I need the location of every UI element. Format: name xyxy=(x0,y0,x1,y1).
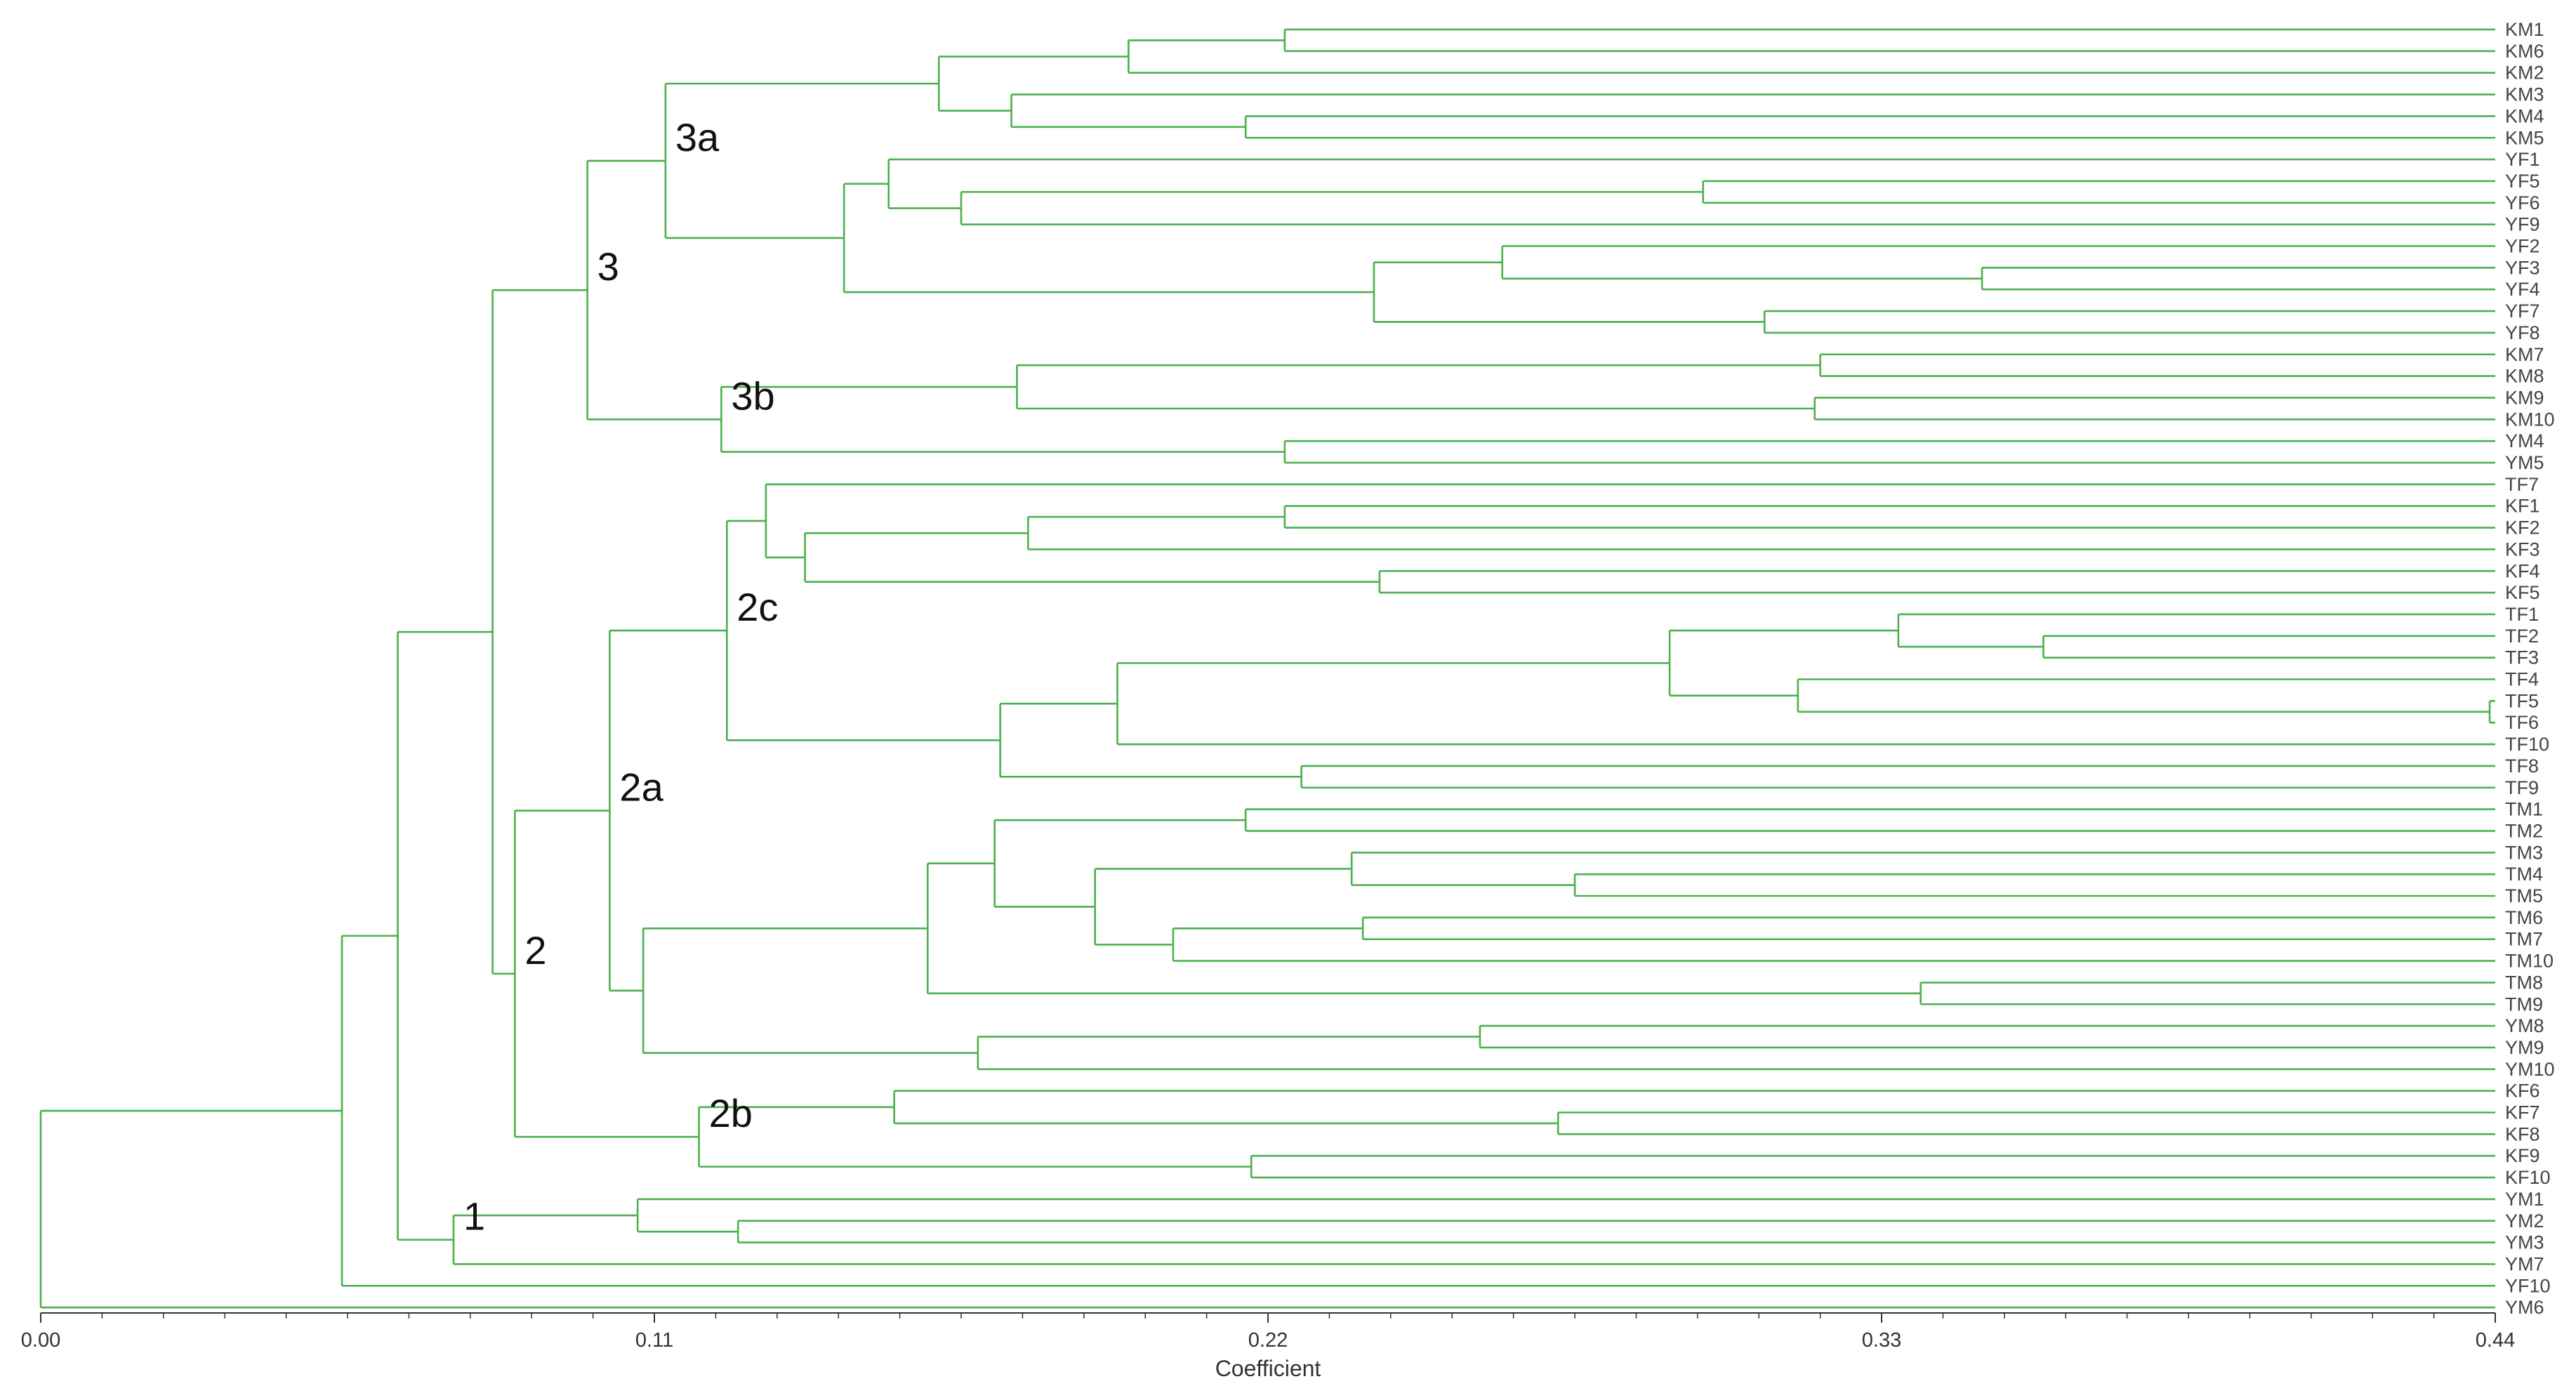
leaf-label-yf1: YF1 xyxy=(2505,149,2540,170)
leaf-label-tm3: TM3 xyxy=(2505,842,2543,863)
leaf-label-yf3: YF3 xyxy=(2505,257,2540,278)
leaf-label-tf10: TF10 xyxy=(2505,734,2549,755)
leaf-label-ym10: YM10 xyxy=(2505,1059,2555,1080)
leaf-label-km5: KM5 xyxy=(2505,127,2544,148)
leaf-label-kf3: KF3 xyxy=(2505,539,2540,560)
cluster-labels: 3a 3 3b 2c 2a 2 2b 1 xyxy=(463,115,778,1239)
x-axis: 0.00 0.11 0.22 0.33 0.44 xyxy=(21,1312,2515,1352)
leaf-label-km6: KM6 xyxy=(2505,41,2544,62)
leaf-label-tm1: TM1 xyxy=(2505,799,2543,820)
leaf-label-yf4: YF4 xyxy=(2505,279,2540,300)
leaf-label-km8: KM8 xyxy=(2505,366,2544,387)
leaf-label-yf7: YF7 xyxy=(2505,301,2540,322)
leaf-label-tm2: TM2 xyxy=(2505,820,2543,841)
dendrogram-branches xyxy=(39,28,2495,1309)
leaf-label-km3: KM3 xyxy=(2505,84,2544,105)
leaf-labels: KM1KM6KM2KM3KM4KM5YF1YF5YF6YF9YF2YF3YF4Y… xyxy=(2505,19,2555,1318)
leaf-label-kf7: KF7 xyxy=(2505,1102,2540,1123)
x-tick-label-0-11: 0.11 xyxy=(635,1329,673,1352)
cluster-label-3b: 3b xyxy=(731,374,774,418)
cluster-label-2a: 2a xyxy=(619,765,663,810)
leaf-label-yf9: YF9 xyxy=(2505,214,2540,235)
leaf-label-kf9: KF9 xyxy=(2505,1145,2540,1166)
cluster-label-3: 3 xyxy=(597,244,619,289)
leaf-label-tm9: TM9 xyxy=(2505,993,2543,1015)
leaf-label-kf2: KF2 xyxy=(2505,517,2540,539)
leaf-label-tf2: TF2 xyxy=(2505,626,2539,647)
leaf-label-tm10: TM10 xyxy=(2505,951,2554,972)
cluster-label-2b: 2b xyxy=(709,1091,753,1135)
cluster-label-2c: 2c xyxy=(737,585,778,629)
leaf-label-tf1: TF1 xyxy=(2505,604,2539,625)
leaf-label-tm5: TM5 xyxy=(2505,885,2543,906)
leaf-label-km2: KM2 xyxy=(2505,62,2544,84)
leaf-label-yf5: YF5 xyxy=(2505,171,2540,192)
leaf-label-yf6: YF6 xyxy=(2505,192,2540,213)
leaf-label-tm7: TM7 xyxy=(2505,929,2543,950)
cluster-label-1: 1 xyxy=(463,1194,485,1239)
x-tick-label-0-33: 0.33 xyxy=(1862,1329,1901,1352)
cluster-label-2: 2 xyxy=(524,928,546,972)
leaf-label-yf8: YF8 xyxy=(2505,322,2540,343)
leaf-label-ym7: YM7 xyxy=(2505,1253,2544,1274)
leaf-label-km1: KM1 xyxy=(2505,19,2544,40)
leaf-label-kf5: KF5 xyxy=(2505,582,2540,603)
cluster-label-3a: 3a xyxy=(675,115,720,159)
x-tick-label-0-00: 0.00 xyxy=(21,1329,60,1352)
leaf-label-kf1: KF1 xyxy=(2505,496,2540,517)
leaf-label-tm4: TM4 xyxy=(2505,864,2543,885)
leaf-label-ym1: YM1 xyxy=(2505,1189,2544,1210)
leaf-label-ym9: YM9 xyxy=(2505,1037,2544,1058)
leaf-label-yf2: YF2 xyxy=(2505,236,2540,257)
leaf-label-km4: KM4 xyxy=(2505,105,2544,126)
leaf-label-km10: KM10 xyxy=(2505,409,2555,430)
x-tick-label-0-22: 0.22 xyxy=(1248,1329,1288,1352)
leaf-label-kf4: KF4 xyxy=(2505,560,2540,581)
leaf-label-tf5: TF5 xyxy=(2505,690,2539,711)
leaf-label-km9: KM9 xyxy=(2505,387,2544,408)
leaf-label-ym2: YM2 xyxy=(2505,1210,2544,1232)
leaf-label-tf4: TF4 xyxy=(2505,669,2539,690)
leaf-label-tf3: TF3 xyxy=(2505,647,2539,668)
leaf-label-tf8: TF8 xyxy=(2505,755,2539,777)
leaf-label-ym8: YM8 xyxy=(2505,1015,2544,1036)
leaf-label-ym3: YM3 xyxy=(2505,1232,2544,1253)
leaf-label-tf7: TF7 xyxy=(2505,474,2539,495)
leaf-label-yf10: YF10 xyxy=(2505,1275,2551,1296)
leaf-label-ym6: YM6 xyxy=(2505,1297,2544,1318)
leaf-label-kf10: KF10 xyxy=(2505,1167,2551,1188)
leaf-label-kf6: KF6 xyxy=(2505,1081,2540,1102)
leaf-label-tm8: TM8 xyxy=(2505,972,2543,993)
leaf-label-tf9: TF9 xyxy=(2505,777,2539,798)
leaf-label-tm6: TM6 xyxy=(2505,907,2543,928)
leaf-label-kf8: KF8 xyxy=(2505,1123,2540,1144)
leaf-label-ym4: YM4 xyxy=(2505,430,2544,451)
x-tick-label-0-44: 0.44 xyxy=(2476,1329,2515,1352)
leaf-label-ym5: YM5 xyxy=(2505,452,2544,473)
leaf-label-km7: KM7 xyxy=(2505,344,2544,365)
leaf-label-tf6: TF6 xyxy=(2505,712,2539,733)
x-axis-title: Coefficient xyxy=(1215,1356,1321,1381)
